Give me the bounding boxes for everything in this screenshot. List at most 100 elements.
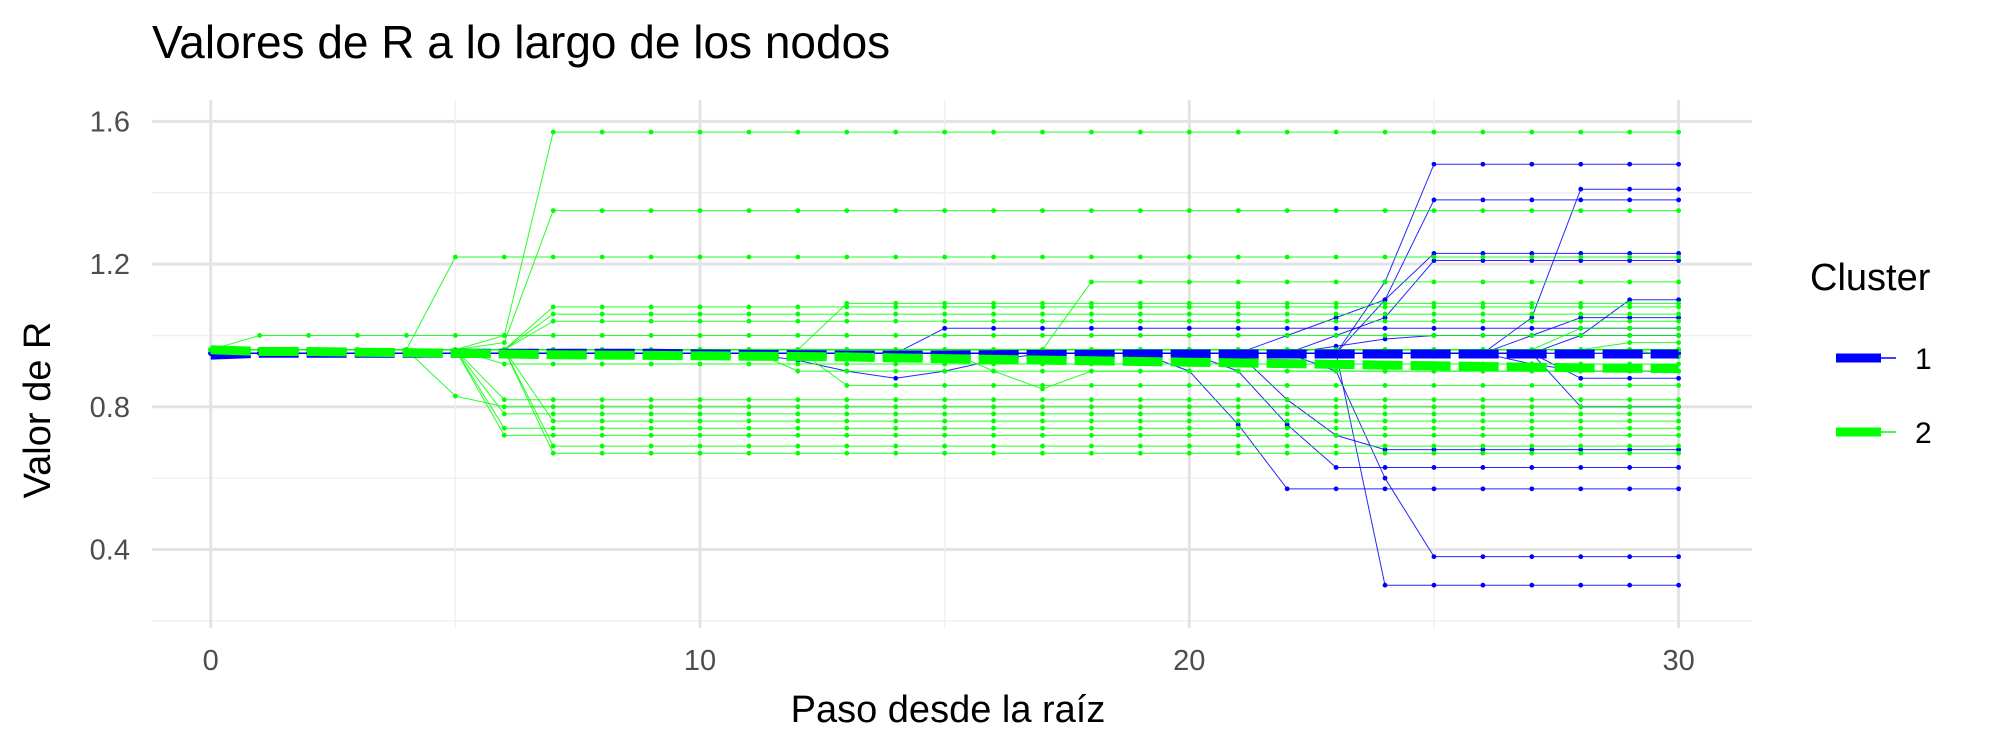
data-point bbox=[991, 432, 996, 438]
data-point bbox=[942, 311, 948, 317]
data-point bbox=[1382, 254, 1388, 260]
data-point bbox=[1382, 582, 1388, 588]
data-point bbox=[306, 333, 311, 338]
data-point bbox=[1627, 315, 1633, 321]
data-point bbox=[1529, 251, 1535, 256]
data-point bbox=[991, 129, 996, 135]
data-point bbox=[648, 318, 654, 324]
data-point bbox=[844, 361, 850, 367]
data-point bbox=[1529, 318, 1535, 324]
data-point bbox=[1235, 432, 1241, 438]
data-point bbox=[1529, 404, 1535, 410]
data-point bbox=[1676, 486, 1682, 492]
data-point bbox=[501, 340, 507, 345]
data-point bbox=[550, 450, 556, 456]
data-point bbox=[599, 254, 605, 260]
data-point bbox=[795, 411, 801, 417]
data-point bbox=[1235, 422, 1241, 428]
x-axis-title: Paso desde la raíz bbox=[791, 689, 1106, 731]
data-point bbox=[1578, 258, 1584, 263]
data-point bbox=[1040, 208, 1045, 213]
data-point bbox=[991, 333, 996, 338]
data-point bbox=[1235, 318, 1241, 324]
data-point bbox=[501, 397, 507, 403]
data-point bbox=[1578, 447, 1584, 453]
mean-line-cluster-2 bbox=[210, 345, 1679, 374]
data-point bbox=[550, 397, 556, 403]
data-point bbox=[1627, 375, 1633, 381]
data-point bbox=[1578, 311, 1584, 317]
data-point bbox=[1431, 208, 1437, 213]
data-point bbox=[893, 333, 899, 338]
data-point bbox=[697, 404, 703, 410]
data-point bbox=[1089, 404, 1094, 410]
data-point bbox=[599, 208, 605, 213]
data-point bbox=[257, 333, 263, 338]
data-point bbox=[1480, 432, 1486, 438]
data-point bbox=[1480, 411, 1486, 417]
data-point bbox=[746, 361, 752, 367]
data-point bbox=[1529, 300, 1535, 306]
data-point bbox=[1529, 383, 1535, 388]
data-point bbox=[795, 368, 801, 374]
data-point bbox=[1382, 311, 1388, 317]
data-point bbox=[1089, 333, 1094, 338]
data-point bbox=[1676, 465, 1682, 470]
data-point bbox=[1627, 397, 1633, 403]
data-point bbox=[844, 368, 850, 374]
data-point bbox=[1382, 418, 1388, 424]
data-point bbox=[1284, 311, 1290, 317]
data-point bbox=[648, 333, 654, 338]
data-point bbox=[1333, 465, 1339, 470]
data-point bbox=[1578, 404, 1584, 410]
data-point bbox=[1627, 297, 1633, 303]
chart-title: Valores de R a lo largo de los nodos bbox=[152, 16, 890, 68]
data-point bbox=[991, 404, 996, 410]
data-point bbox=[1333, 325, 1339, 331]
data-point bbox=[1186, 425, 1192, 431]
data-point bbox=[1137, 279, 1143, 285]
data-point bbox=[599, 304, 605, 310]
data-point bbox=[1333, 411, 1339, 417]
data-point bbox=[1676, 425, 1682, 431]
data-point bbox=[697, 432, 703, 438]
data-point bbox=[1333, 343, 1339, 349]
data-point bbox=[550, 404, 556, 410]
data-point bbox=[1676, 383, 1682, 388]
data-point bbox=[1627, 197, 1633, 203]
data-point bbox=[550, 418, 556, 424]
data-point bbox=[1676, 208, 1682, 213]
data-point bbox=[1382, 443, 1388, 449]
data-point bbox=[1578, 486, 1584, 492]
data-point bbox=[1284, 425, 1290, 431]
data-point bbox=[1676, 397, 1682, 403]
data-point bbox=[1089, 411, 1094, 417]
data-point bbox=[1480, 447, 1486, 453]
data-point bbox=[942, 333, 948, 338]
data-point bbox=[1627, 300, 1633, 306]
data-point bbox=[1431, 318, 1437, 324]
data-point bbox=[1137, 450, 1143, 456]
data-point bbox=[1382, 129, 1388, 135]
data-point bbox=[697, 411, 703, 417]
data-point bbox=[648, 425, 654, 431]
data-point bbox=[844, 333, 850, 338]
data-point bbox=[1235, 129, 1241, 135]
data-point bbox=[1137, 432, 1143, 438]
data-point bbox=[991, 450, 996, 456]
data-point bbox=[795, 418, 801, 424]
data-point bbox=[1578, 318, 1584, 324]
data-point bbox=[1040, 432, 1045, 438]
data-point bbox=[1529, 411, 1535, 417]
data-point bbox=[1382, 297, 1388, 303]
data-point bbox=[452, 333, 458, 338]
data-point bbox=[1284, 486, 1290, 492]
data-point bbox=[1676, 304, 1682, 310]
data-point bbox=[1676, 311, 1682, 317]
data-point bbox=[1627, 279, 1633, 285]
data-point bbox=[1089, 397, 1094, 403]
data-point bbox=[1529, 432, 1535, 438]
data-point bbox=[1382, 333, 1388, 338]
data-point bbox=[1627, 340, 1633, 345]
data-point bbox=[697, 443, 703, 449]
